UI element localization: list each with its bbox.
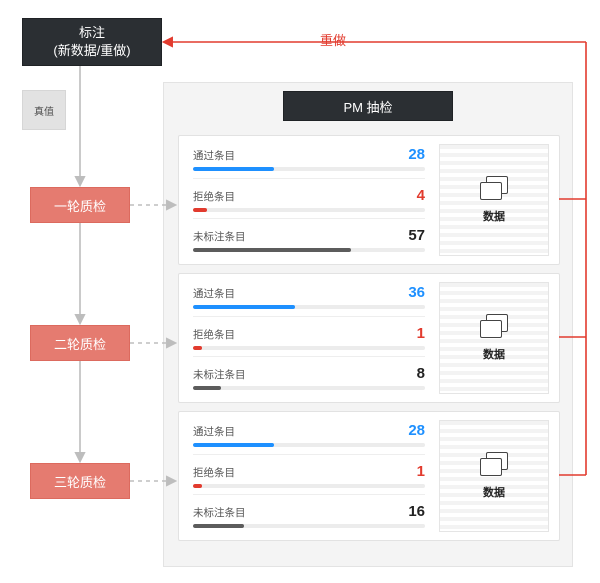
data-cell-label: 数据 xyxy=(483,208,505,224)
metric-value-pass: 28 xyxy=(408,146,425,163)
metric-row-pass: 通过条目 28 xyxy=(193,146,425,177)
pm-header: PM 抽检 xyxy=(283,91,453,121)
bar-track-unlabeled xyxy=(193,386,425,390)
bar-track-reject xyxy=(193,208,425,212)
data-cell-label: 数据 xyxy=(483,346,505,362)
bar-track-pass xyxy=(193,305,425,309)
bar-fill-pass xyxy=(193,443,274,447)
annotation-line1: 标注 xyxy=(79,24,105,42)
bar-fill-pass xyxy=(193,167,274,171)
truth-box: 真值 xyxy=(22,90,66,130)
metric-label-unlabeled: 未标注条目 xyxy=(193,229,246,244)
data-cell-label: 数据 xyxy=(483,484,505,500)
metrics-card-2: 通过条目 36 拒绝条目 1 未标注条目 8 数据 xyxy=(178,273,560,403)
data-cell: 数据 xyxy=(439,144,549,256)
metric-value-pass: 28 xyxy=(408,422,425,439)
metric-value-unlabeled: 57 xyxy=(408,227,425,244)
bar-track-pass xyxy=(193,443,425,447)
pm-panel: PM 抽检 通过条目28拒绝条目4未标注条目57数据通过条目36拒绝条目1未标注… xyxy=(163,82,573,567)
metric-row-reject: 拒绝条目 1 xyxy=(193,454,425,494)
qc-box-round3: 三轮质检 xyxy=(30,463,130,499)
metric-label-unlabeled: 未标注条目 xyxy=(193,367,246,382)
metric-label-reject: 拒绝条目 xyxy=(193,327,235,342)
metric-value-reject: 1 xyxy=(417,325,425,342)
metric-row-unlabeled: 未标注条目 57 xyxy=(193,218,425,258)
bar-track-reject xyxy=(193,346,425,350)
bar-fill-unlabeled xyxy=(193,248,351,252)
redo-label: 重做 xyxy=(320,30,346,49)
data-stack-icon xyxy=(480,314,508,338)
qc-box-round2: 二轮质检 xyxy=(30,325,130,361)
metric-value-reject: 1 xyxy=(417,463,425,480)
data-cell: 数据 xyxy=(439,282,549,394)
bar-track-unlabeled xyxy=(193,524,425,528)
diagram-canvas: 标注 (新数据/重做) 真值 重做 一轮质检二轮质检三轮质检 PM 抽检 通过条… xyxy=(0,0,600,583)
bar-track-reject xyxy=(193,484,425,488)
bar-track-unlabeled xyxy=(193,248,425,252)
bar-fill-reject xyxy=(193,208,207,212)
metric-label-pass: 通过条目 xyxy=(193,148,235,163)
truth-label: 真值 xyxy=(34,103,54,118)
metric-label-pass: 通过条目 xyxy=(193,424,235,439)
annotation-box: 标注 (新数据/重做) xyxy=(22,18,162,66)
annotation-line2: (新数据/重做) xyxy=(53,42,130,60)
metrics-block: 通过条目 28 拒绝条目 4 未标注条目 57 xyxy=(179,136,439,264)
metric-label-unlabeled: 未标注条目 xyxy=(193,505,246,520)
metric-label-reject: 拒绝条目 xyxy=(193,189,235,204)
metric-value-reject: 4 xyxy=(417,187,425,204)
metric-row-reject: 拒绝条目 1 xyxy=(193,316,425,356)
metric-row-pass: 通过条目 28 xyxy=(193,422,425,453)
metric-row-reject: 拒绝条目 4 xyxy=(193,178,425,218)
data-stack-icon xyxy=(480,176,508,200)
metrics-card-1: 通过条目 28 拒绝条目 4 未标注条目 57 数据 xyxy=(178,135,560,265)
bar-fill-unlabeled xyxy=(193,524,244,528)
metric-value-unlabeled: 16 xyxy=(408,503,425,520)
data-cell: 数据 xyxy=(439,420,549,532)
metric-label-reject: 拒绝条目 xyxy=(193,465,235,480)
metric-value-pass: 36 xyxy=(408,284,425,301)
bar-fill-reject xyxy=(193,484,202,488)
bar-fill-reject xyxy=(193,346,202,350)
metrics-card-3: 通过条目 28 拒绝条目 1 未标注条目 16 数据 xyxy=(178,411,560,541)
qc-box-label: 一轮质检 xyxy=(54,196,106,215)
bar-track-pass xyxy=(193,167,425,171)
qc-box-label: 二轮质检 xyxy=(54,334,106,353)
pm-header-label: PM 抽检 xyxy=(343,97,392,116)
metrics-block: 通过条目 36 拒绝条目 1 未标注条目 8 xyxy=(179,274,439,402)
metric-row-pass: 通过条目 36 xyxy=(193,284,425,315)
metric-label-pass: 通过条目 xyxy=(193,286,235,301)
bar-fill-pass xyxy=(193,305,295,309)
data-stack-icon xyxy=(480,452,508,476)
qc-box-round1: 一轮质检 xyxy=(30,187,130,223)
metric-value-unlabeled: 8 xyxy=(417,365,425,382)
bar-fill-unlabeled xyxy=(193,386,221,390)
metric-row-unlabeled: 未标注条目 16 xyxy=(193,494,425,534)
qc-box-label: 三轮质检 xyxy=(54,472,106,491)
metric-row-unlabeled: 未标注条目 8 xyxy=(193,356,425,396)
metrics-block: 通过条目 28 拒绝条目 1 未标注条目 16 xyxy=(179,412,439,540)
